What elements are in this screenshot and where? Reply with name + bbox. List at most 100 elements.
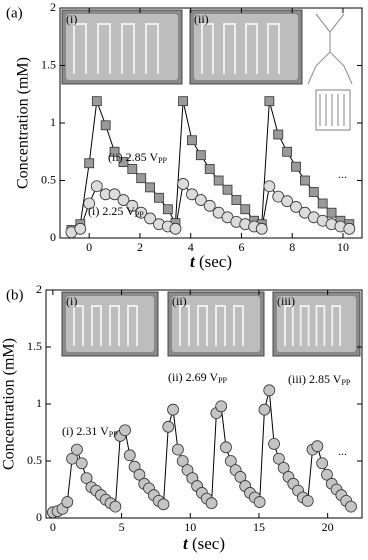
inset-channel [109, 305, 120, 346]
data-point [109, 146, 120, 157]
data-point [109, 500, 122, 513]
x-axis-unit: (sec) [192, 534, 225, 553]
annotation-text: ... [338, 167, 347, 181]
data-point [299, 175, 310, 186]
data-point [91, 96, 102, 107]
annotation-subscript: PP [158, 156, 167, 165]
inset-channel [233, 305, 244, 346]
data-point [90, 180, 103, 193]
inset-label: (iii) [277, 294, 295, 308]
annotation: ... [338, 167, 347, 181]
data-point [136, 173, 147, 184]
x-tick-label: 8 [289, 240, 295, 254]
y-tick-label: 2 [36, 282, 42, 296]
data-point [290, 201, 302, 213]
data-point [177, 178, 189, 190]
data-point [71, 443, 83, 456]
data-point [220, 441, 232, 454]
data-point [203, 199, 216, 212]
x-tick-label: 15 [253, 520, 265, 534]
data-point [126, 199, 139, 212]
inset-channel [267, 23, 280, 74]
y-tick-label: 0 [36, 510, 42, 524]
data-point [204, 164, 215, 174]
data-point [205, 497, 218, 510]
x-axis-label: t (sec) [183, 534, 225, 553]
data-point [272, 452, 285, 465]
inset-label: (i) [66, 12, 77, 26]
data-point [187, 135, 197, 146]
data-point [171, 443, 184, 456]
annotation-text: (ii) 2.85 V [108, 150, 158, 164]
data-point [154, 192, 164, 203]
data-point [100, 120, 111, 131]
inset-channel [121, 23, 135, 74]
data-point [224, 455, 237, 467]
data-point [317, 198, 328, 209]
data-point [119, 424, 131, 437]
inset-channel [127, 305, 138, 346]
data-point [316, 457, 329, 470]
data-point [264, 96, 275, 107]
data-point [240, 204, 251, 215]
annotation-text: (iii) 2.85 V [288, 372, 342, 386]
x-axis-variable: t [190, 252, 196, 271]
x-axis-variable: t [183, 534, 189, 553]
annotation: (i) 2.25 VPP [88, 204, 144, 219]
annotation-text: ... [338, 444, 347, 458]
inset-channel [197, 305, 208, 346]
inset-channel [97, 23, 111, 74]
annotation: (ii) 2.69 VPP [168, 370, 228, 385]
inset-channel [315, 305, 326, 346]
annotation-subscript: PP [218, 376, 227, 385]
data-point [61, 496, 74, 508]
y-tick-label: 0 [50, 230, 56, 244]
data-point [127, 164, 138, 174]
x-tick-label: 0 [86, 240, 92, 254]
y-tick-label: 1.5 [27, 339, 42, 353]
annotation-subscript: PP [135, 210, 144, 219]
y-tick-label: 0.5 [41, 172, 56, 186]
data-point [169, 222, 182, 235]
x-tick-label: 6 [238, 240, 244, 254]
data-point [83, 197, 96, 210]
data-point [311, 440, 324, 453]
data-point [321, 468, 333, 481]
inset-channel [299, 305, 310, 346]
data-point [135, 206, 148, 219]
data-point [343, 222, 356, 235]
data-point [282, 146, 293, 157]
data-point [234, 471, 247, 483]
data-point [176, 455, 189, 467]
data-point [133, 468, 146, 481]
data-point [308, 187, 319, 197]
x-tick-label: 0 [50, 520, 56, 534]
x-axis-unit: (sec) [199, 252, 232, 271]
data-point [80, 472, 93, 485]
y-tick-label: 1 [36, 396, 42, 410]
inset-channel [284, 305, 294, 346]
panel-label: (b) [6, 287, 24, 303]
data-point [194, 194, 207, 206]
data-point [157, 498, 170, 511]
data-point [263, 384, 276, 397]
data-point [123, 449, 136, 462]
data-point [162, 420, 175, 433]
inset-channel [223, 23, 236, 74]
x-tick-label: 4 [188, 240, 194, 254]
data-point [66, 452, 79, 465]
data-point [263, 180, 276, 193]
data-point [195, 150, 206, 161]
inset-label: (ii) [172, 294, 187, 308]
x-axis-label: t (sec) [190, 252, 232, 271]
data-point [258, 403, 271, 416]
data-point [74, 222, 87, 235]
data-point [281, 195, 294, 208]
annotation-subscript: PP [341, 378, 350, 387]
data-point [345, 500, 357, 513]
data-point [291, 161, 301, 172]
inset-channel [91, 305, 102, 346]
data-point [231, 195, 242, 205]
annotation-text: (i) 2.31 V [62, 424, 109, 438]
data-point [162, 204, 173, 215]
